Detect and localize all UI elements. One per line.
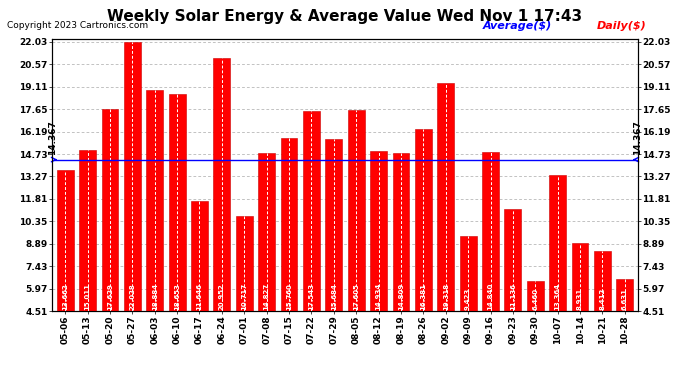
Text: 10.717: 10.717 (241, 284, 247, 310)
Text: 9.423: 9.423 (465, 288, 471, 310)
Text: 14.367: 14.367 (48, 120, 57, 155)
Text: 15.684: 15.684 (331, 284, 337, 310)
Bar (594, 251, 611, 311)
Bar (571, 243, 589, 311)
Text: 18.884: 18.884 (152, 283, 158, 310)
Bar (326, 140, 342, 311)
Bar (616, 279, 633, 311)
Bar (57, 170, 74, 311)
Bar (146, 90, 163, 311)
Text: Weekly Solar Energy & Average Value Wed Nov 1 17:43: Weekly Solar Energy & Average Value Wed … (108, 9, 582, 24)
Bar (549, 175, 566, 311)
Bar (281, 138, 297, 311)
Text: 13.662: 13.662 (62, 284, 68, 310)
Text: Daily($): Daily($) (597, 21, 647, 31)
Bar (79, 150, 96, 311)
Text: 20.952: 20.952 (219, 284, 225, 310)
Text: 14.827: 14.827 (264, 284, 270, 310)
Bar (504, 209, 521, 311)
Bar (393, 153, 409, 311)
Bar (169, 94, 186, 311)
Bar (437, 83, 454, 311)
Text: Average($): Average($) (483, 21, 552, 31)
Text: 14.840: 14.840 (488, 283, 493, 310)
Bar (236, 216, 253, 311)
Text: 6.631: 6.631 (622, 288, 628, 310)
Bar (370, 151, 387, 311)
Bar (482, 152, 499, 311)
Bar (527, 281, 544, 311)
Bar (191, 201, 208, 311)
Text: 22.028: 22.028 (129, 284, 135, 310)
Text: 18.653: 18.653 (174, 284, 180, 310)
Text: 6.460: 6.460 (532, 288, 538, 310)
Text: 17.629: 17.629 (107, 284, 113, 310)
Text: 8.412: 8.412 (600, 288, 605, 310)
Text: 11.646: 11.646 (197, 284, 202, 310)
Bar (124, 42, 141, 311)
Bar (213, 58, 230, 311)
Text: 14.934: 14.934 (375, 283, 382, 310)
Text: 8.931: 8.931 (577, 288, 583, 310)
Text: 14.367: 14.367 (633, 120, 642, 155)
Bar (460, 236, 477, 311)
Text: Copyright 2023 Cartronics.com: Copyright 2023 Cartronics.com (7, 21, 148, 30)
Bar (101, 110, 119, 311)
Bar (258, 153, 275, 311)
Bar (303, 111, 320, 311)
Text: 15.760: 15.760 (286, 284, 292, 310)
Text: 15.011: 15.011 (85, 284, 90, 310)
Text: 17.543: 17.543 (308, 284, 315, 310)
Text: 16.381: 16.381 (420, 284, 426, 310)
Bar (415, 129, 432, 311)
Text: 13.364: 13.364 (555, 284, 561, 310)
Text: 11.136: 11.136 (510, 284, 516, 310)
Bar (348, 110, 364, 311)
Text: 19.318: 19.318 (443, 284, 448, 310)
Text: 14.809: 14.809 (398, 283, 404, 310)
Text: 17.605: 17.605 (353, 284, 359, 310)
